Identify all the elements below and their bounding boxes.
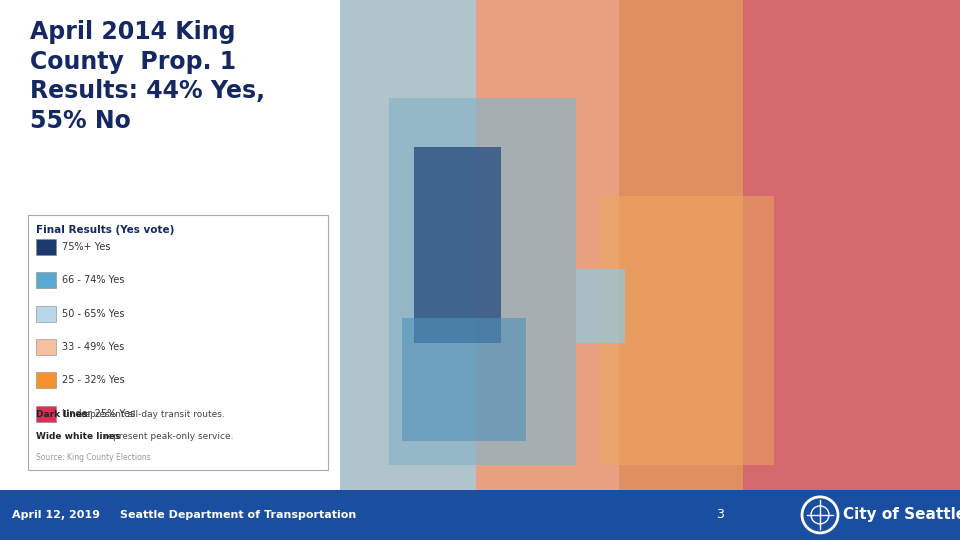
Bar <box>36 272 56 288</box>
Text: represent peak-only service.: represent peak-only service. <box>101 432 233 441</box>
Text: 50 - 65% Yes: 50 - 65% Yes <box>62 309 125 319</box>
Bar <box>0 0 340 490</box>
Text: Wide white lines: Wide white lines <box>36 432 121 441</box>
Bar <box>36 339 56 355</box>
Text: Final Results (Yes vote): Final Results (Yes vote) <box>36 225 175 235</box>
Text: April 2014 King
County  Prop. 1
Results: 44% Yes,
55% No: April 2014 King County Prop. 1 Results: … <box>30 20 265 133</box>
Bar <box>600 196 774 465</box>
Bar <box>340 0 960 490</box>
Text: Source: King County Elections: Source: King County Elections <box>36 453 151 462</box>
Bar <box>36 373 56 388</box>
Text: represent all-day transit routes.: represent all-day transit routes. <box>78 410 225 419</box>
Bar <box>0 490 960 540</box>
Bar <box>402 319 526 441</box>
Bar <box>36 406 56 422</box>
Text: Dark lines: Dark lines <box>36 410 87 419</box>
Text: 33 - 49% Yes: 33 - 49% Yes <box>62 342 124 352</box>
Text: 75%+ Yes: 75%+ Yes <box>62 242 110 252</box>
Bar <box>575 269 625 343</box>
Bar <box>415 147 501 343</box>
Text: Under 25% Yes: Under 25% Yes <box>62 409 135 419</box>
Bar <box>340 0 476 490</box>
Text: Seattle Department of Transportation: Seattle Department of Transportation <box>120 510 356 520</box>
Text: April 12, 2019: April 12, 2019 <box>12 510 100 520</box>
Text: 66 - 74% Yes: 66 - 74% Yes <box>62 275 125 285</box>
Bar <box>619 0 960 490</box>
Bar <box>743 0 960 490</box>
Text: City of Seattle: City of Seattle <box>843 508 960 522</box>
Bar <box>36 239 56 255</box>
Text: 25 - 32% Yes: 25 - 32% Yes <box>62 375 125 386</box>
Bar <box>36 306 56 322</box>
Text: 3: 3 <box>716 508 724 522</box>
Bar <box>390 98 575 465</box>
Bar <box>28 215 328 470</box>
